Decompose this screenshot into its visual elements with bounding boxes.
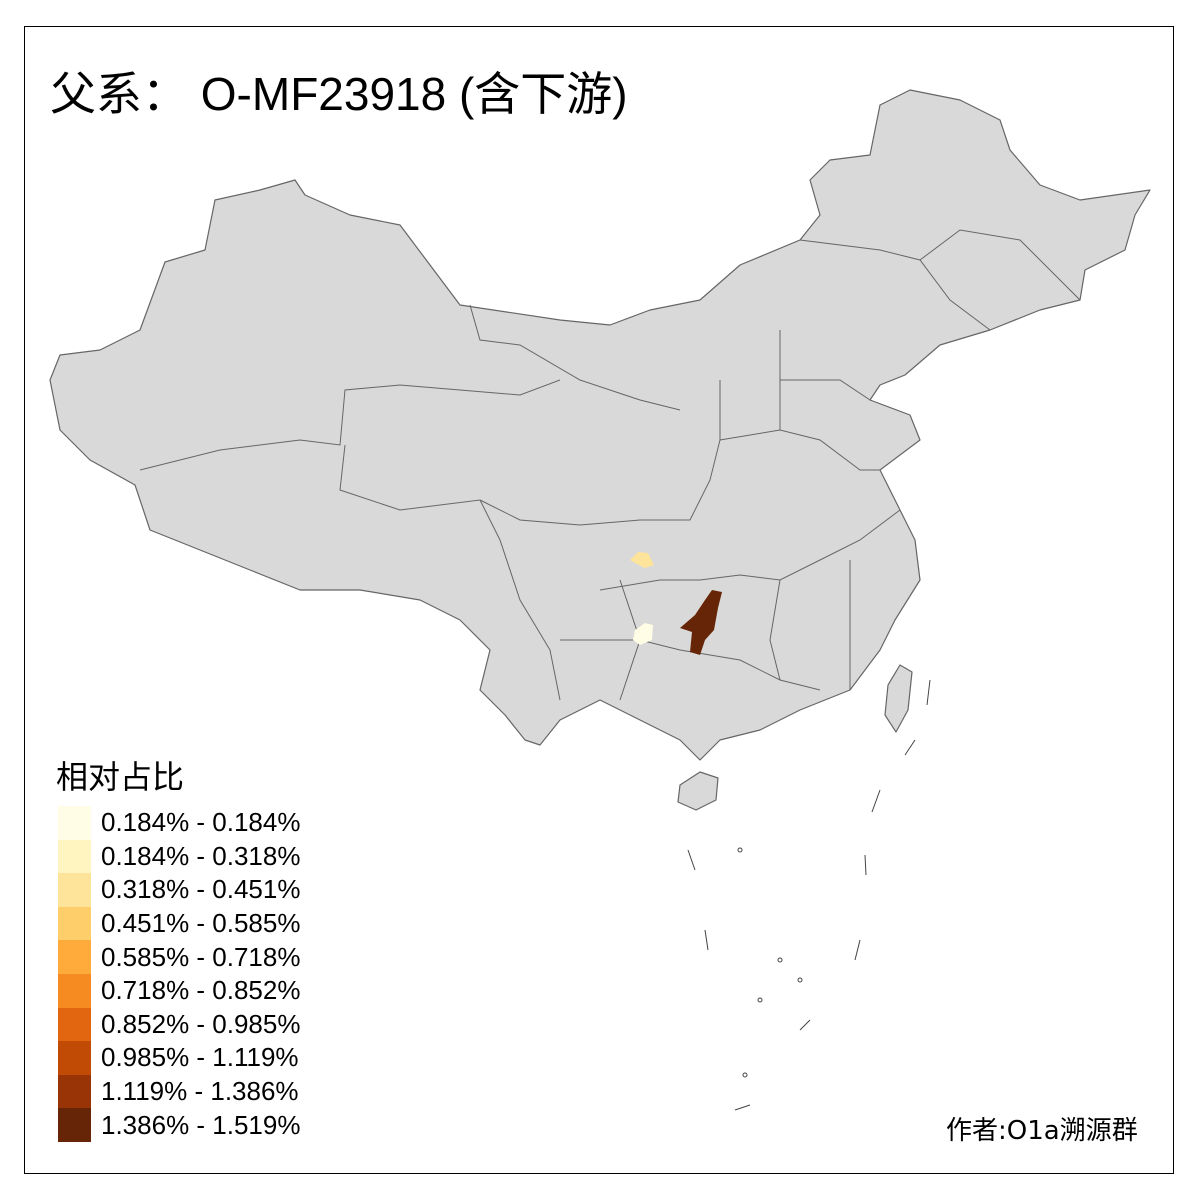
legend-item: 1.386% - 1.519% xyxy=(58,1108,300,1142)
map-title: 父系： O-MF23918 (含下游) xyxy=(50,68,628,120)
mainland-outline xyxy=(49,89,1151,761)
legend-swatch xyxy=(58,806,91,840)
legend-swatch xyxy=(58,1041,91,1075)
legend-item: 0.318% - 0.451% xyxy=(58,873,300,907)
taiwan-island xyxy=(884,664,913,733)
legend-item: 0.184% - 0.184% xyxy=(58,806,300,840)
legend-item: 0.718% - 0.852% xyxy=(58,973,301,1008)
legend-swatch xyxy=(58,873,91,907)
legend-swatch xyxy=(58,906,91,941)
legend-label: 1.386% - 1.519% xyxy=(101,1109,301,1140)
legend-label: 0.718% - 0.852% xyxy=(101,975,301,1006)
legend-item: 0.985% - 1.119% xyxy=(58,1041,300,1075)
legend-swatch xyxy=(58,839,91,874)
legend-swatch xyxy=(58,1007,91,1042)
hainan-island xyxy=(677,771,719,811)
legend-item: 0.585% - 0.718% xyxy=(58,940,300,974)
legend: 0.184% - 0.184% 0.184% - 0.318% 0.318% - 0… xyxy=(58,806,300,1142)
legend-label: 1.119% - 1.386% xyxy=(101,1076,299,1107)
legend-item: 0.852% - 0.985% xyxy=(58,1007,301,1042)
legend-item: 0.184% - 0.318% xyxy=(58,839,301,874)
legend-label: 0.852% - 0.985% xyxy=(101,1008,301,1039)
region-mid xyxy=(630,552,654,568)
province-borders xyxy=(139,229,1081,701)
author-credit: 作者:O1a溯源群 xyxy=(946,1116,1138,1146)
south-sea-islands xyxy=(687,679,931,1111)
legend-swatch xyxy=(58,973,91,1008)
legend-label: 0.184% - 0.184% xyxy=(101,807,301,838)
legend-label: 0.985% - 1.119% xyxy=(101,1042,299,1073)
legend-swatch xyxy=(58,1074,91,1109)
legend-label: 0.451% - 0.585% xyxy=(101,908,301,939)
map-frame xyxy=(24,26,1174,1174)
legend-item: 0.451% - 0.585% xyxy=(58,906,301,941)
legend-swatch xyxy=(58,1108,91,1142)
region-highest xyxy=(680,590,722,655)
region-lowest xyxy=(633,623,653,645)
legend-label: 0.318% - 0.451% xyxy=(101,874,301,905)
legend-title: 相对占比 xyxy=(56,758,185,796)
legend-item: 1.119% - 1.386% xyxy=(58,1074,300,1109)
legend-label: 0.184% - 0.318% xyxy=(101,840,301,871)
legend-label: 0.585% - 0.718% xyxy=(101,941,301,972)
legend-swatch xyxy=(58,940,91,974)
